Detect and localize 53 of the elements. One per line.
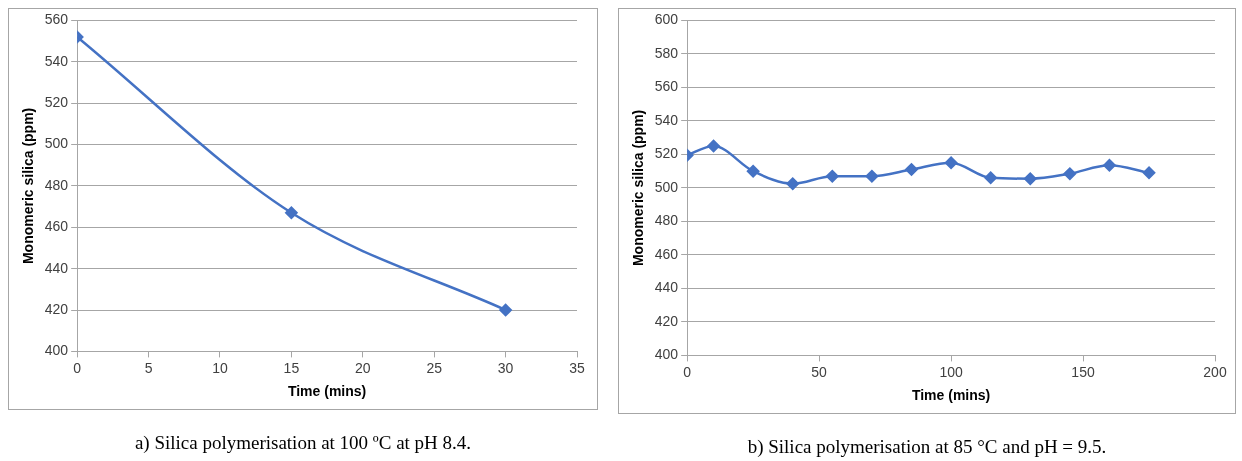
point: [1103, 159, 1116, 172]
point: [285, 206, 298, 220]
point: [499, 303, 512, 317]
x-tick-label: 35: [569, 359, 585, 376]
y-tick-label: 520: [654, 145, 679, 162]
x-tick-label: 0: [73, 359, 82, 376]
y-tick-label: 420: [44, 300, 69, 317]
y-tick-label: 560: [654, 78, 679, 95]
point: [1063, 167, 1077, 180]
y-tick-label: 400: [44, 342, 69, 359]
point: [746, 164, 760, 178]
y-tick-label: 580: [654, 44, 679, 61]
y-tick-label: 460: [44, 218, 69, 235]
y-tick-label: 460: [654, 245, 679, 262]
y-tick-label: 440: [654, 279, 679, 296]
y-tick-label: 480: [44, 176, 69, 193]
point: [905, 163, 918, 176]
point: [786, 177, 799, 190]
x-tick-label: 20: [354, 359, 371, 376]
point: [707, 139, 720, 153]
point: [1024, 172, 1037, 185]
y-tick-label: 500: [654, 178, 679, 195]
y-tick-label: 540: [44, 52, 69, 69]
x-tick-label: 50: [811, 363, 828, 380]
x-tick-label: 5: [144, 359, 153, 376]
x-axis-title: Time (mins): [287, 383, 367, 400]
y-tick-label: 420: [654, 312, 679, 329]
point: [826, 169, 839, 183]
x-tick-label: 10: [212, 359, 228, 376]
y-tick-label: 600: [654, 11, 679, 28]
x-tick-label: 0: [683, 363, 692, 380]
x-tick-label: 100: [939, 363, 963, 380]
x-tick-label: 150: [1071, 363, 1095, 380]
y-tick-label: 560: [44, 11, 69, 28]
y-axis-title: Monomeric silica (ppm): [20, 107, 37, 265]
text: a) Silica polymerisation at 100 ºC at pH 8.4.: [134, 432, 472, 454]
x-axis-title: Time (mins): [911, 387, 991, 404]
x-tick-label: 15: [283, 359, 300, 376]
y-tick-label: 500: [44, 135, 69, 152]
y-tick-label: 440: [44, 259, 69, 276]
y-tick-label: 480: [654, 212, 679, 229]
y-tick-label: 540: [654, 111, 679, 128]
y-axis-title: Monomeric silica (ppm): [630, 109, 647, 267]
y-tick-label: 400: [654, 346, 679, 363]
point: [865, 169, 879, 183]
text: b) Silica polymerisation at 85 °C and pH = 9.5.: [747, 436, 1107, 458]
y-tick-label: 520: [44, 94, 69, 111]
x-tick-label: 25: [426, 359, 443, 376]
point: [944, 156, 958, 170]
point: [1142, 166, 1156, 180]
point: [984, 171, 997, 185]
x-tick-label: 30: [497, 359, 514, 376]
x-tick-label: 200: [1203, 363, 1227, 380]
